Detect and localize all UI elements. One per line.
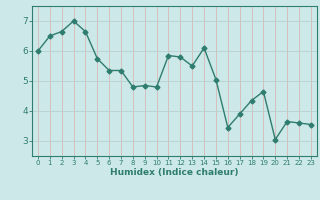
X-axis label: Humidex (Indice chaleur): Humidex (Indice chaleur) bbox=[110, 168, 239, 177]
